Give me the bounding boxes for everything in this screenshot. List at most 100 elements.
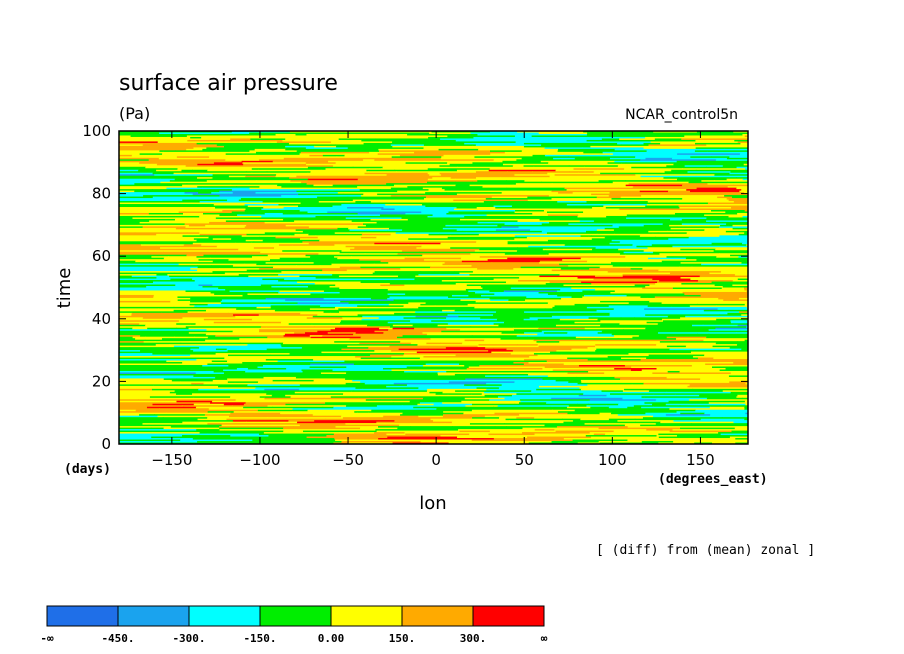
heatmap-cell	[469, 423, 505, 426]
heatmap-cell	[299, 275, 323, 278]
heatmap-cell	[502, 244, 566, 247]
heatmap-cell	[436, 272, 460, 275]
heatmap-cell	[119, 133, 149, 137]
heatmap-cell	[471, 403, 516, 406]
heatmap-cell	[204, 409, 259, 412]
heatmap-cell	[138, 399, 167, 402]
heatmap-cell	[470, 360, 548, 363]
heatmap-cell	[325, 402, 394, 405]
heatmap-cell	[202, 356, 262, 359]
heatmap-cell	[547, 375, 615, 378]
heatmap-cell	[258, 433, 335, 436]
heatmap-cell	[276, 141, 301, 144]
heatmap-cell	[306, 133, 338, 137]
heatmap-cell	[264, 324, 313, 327]
heatmap-cell	[551, 397, 624, 400]
heatmap-cell	[119, 172, 154, 175]
heatmap-cell	[659, 341, 738, 344]
heatmap-cell	[583, 335, 615, 338]
heatmap-cell	[360, 357, 421, 360]
heatmap-cell	[686, 299, 704, 302]
heatmap-cell	[204, 414, 281, 417]
heatmap-cell	[198, 192, 212, 195]
heatmap-cell	[366, 169, 396, 172]
heatmap-cell	[688, 181, 728, 184]
heatmap-cell	[549, 406, 568, 409]
heatmap-cell	[341, 139, 362, 143]
heatmap-cell	[745, 150, 748, 153]
heatmap-cell	[364, 253, 399, 256]
heatmap-cell	[641, 195, 661, 198]
heatmap-cell	[254, 375, 328, 378]
heatmap-cell	[363, 142, 394, 146]
heatmap-cell	[539, 208, 620, 211]
heatmap-cell	[162, 190, 220, 193]
heatmap-cell	[119, 294, 155, 298]
heatmap-cell	[165, 376, 216, 380]
heatmap-cell	[690, 351, 748, 354]
heatmap-cell	[119, 269, 198, 272]
heatmap-cell	[255, 387, 290, 390]
heatmap-cell	[415, 275, 484, 278]
heatmap-cell	[176, 156, 210, 159]
heatmap-cell	[212, 379, 274, 382]
heatmap-cell	[730, 320, 748, 323]
heatmap-cell	[301, 369, 334, 372]
heatmap-cell	[456, 207, 478, 210]
heatmap-cell	[493, 406, 551, 409]
heatmap-cell	[440, 138, 501, 141]
heatmap-cell	[567, 357, 622, 360]
heatmap-cell	[645, 205, 680, 208]
heatmap-cell	[407, 186, 484, 189]
heatmap-cell	[410, 342, 428, 345]
heatmap-cell	[726, 223, 748, 226]
heatmap-cell	[355, 183, 387, 186]
heatmap-cell	[662, 223, 683, 226]
heatmap-cell	[119, 266, 199, 269]
heatmap-cell	[283, 207, 348, 210]
heatmap-cell	[249, 150, 298, 153]
heatmap-cell	[364, 363, 412, 366]
heatmap-cell	[144, 339, 206, 342]
heatmap-cell	[167, 321, 215, 324]
heatmap-cell	[373, 263, 444, 266]
heatmap-cell	[197, 177, 214, 180]
heatmap-cell	[182, 199, 228, 202]
heatmap-cell	[171, 379, 214, 382]
heatmap-cell	[522, 427, 600, 430]
heatmap-cell	[736, 187, 748, 190]
heatmap-cell	[119, 439, 181, 442]
heatmap-cell	[241, 215, 262, 219]
heatmap-cell	[119, 429, 197, 432]
heatmap-cell	[297, 205, 334, 208]
heatmap-cell	[517, 131, 584, 134]
heatmap-cell	[119, 341, 145, 344]
heatmap-cell	[508, 303, 524, 306]
heatmap-cell	[624, 199, 688, 202]
heatmap-cell	[601, 330, 664, 333]
heatmap-cell	[559, 341, 633, 344]
heatmap-cell	[431, 376, 511, 380]
heatmap-cell	[599, 154, 680, 157]
heatmap-cell	[539, 262, 612, 265]
heatmap-cell	[425, 363, 460, 366]
heatmap-cell	[587, 384, 633, 387]
heatmap-cell	[192, 169, 208, 172]
heatmap-cell	[476, 302, 527, 305]
y-tick-label: 80	[92, 185, 111, 203]
heatmap-cell	[374, 330, 442, 333]
heatmap-cell	[558, 148, 616, 151]
heatmap-cell	[431, 320, 468, 323]
heatmap-cell	[601, 177, 665, 180]
heatmap-cell	[564, 244, 634, 247]
heatmap-cell	[206, 180, 258, 183]
heatmap-cell	[290, 357, 362, 360]
heatmap-cell	[666, 336, 707, 339]
heatmap-cell	[119, 394, 193, 397]
heatmap-cell	[497, 405, 570, 408]
heatmap-cell	[223, 305, 272, 308]
heatmap-cell	[149, 262, 229, 265]
heatmap-cell	[346, 274, 359, 277]
heatmap-cell	[230, 435, 270, 438]
